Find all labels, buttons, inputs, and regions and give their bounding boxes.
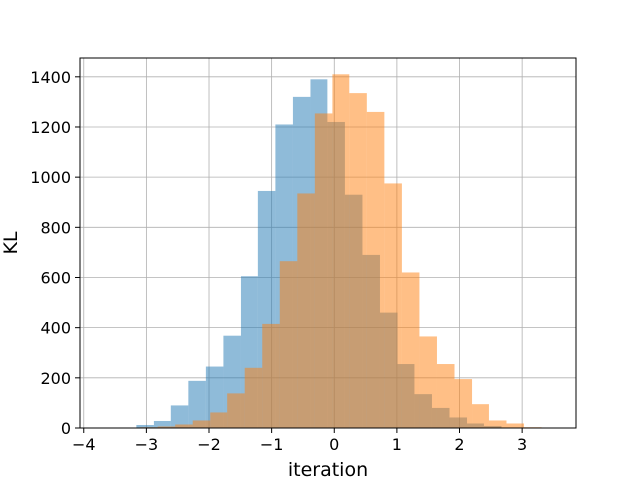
histogram-bar-series-2: [227, 393, 245, 428]
histogram-bar-series-2: [419, 336, 437, 428]
y-tick-label: 1400: [30, 68, 71, 87]
y-tick-label: 600: [40, 268, 71, 287]
histogram-bar-series-2: [436, 364, 455, 428]
histogram-bar-series-2: [157, 426, 176, 428]
y-axis-label: KL: [0, 231, 22, 254]
histogram-bar-series-2: [488, 420, 507, 428]
y-tick-label: 200: [40, 369, 71, 388]
y-tick-label: 1000: [30, 168, 71, 187]
x-tick-label: −3: [135, 435, 159, 454]
histogram-bar-series-2: [192, 420, 211, 428]
histogram-bar-series-2: [297, 193, 315, 428]
x-tick-label: 2: [454, 435, 464, 454]
histogram-bar-series-2: [401, 272, 420, 428]
y-tick-label: 800: [40, 218, 71, 237]
axis-ticks: −4 −3 −2 −1 0 1 2 3 0 200 400 600 800 1000 1200 1400: [30, 68, 527, 454]
histogram-bar-series-1: [153, 420, 171, 428]
plot-frame: [79, 57, 577, 429]
x-tick-label: −4: [72, 435, 96, 454]
x-tick-label: 0: [329, 435, 339, 454]
histogram-bar-series-1: [136, 424, 154, 428]
histogram-bar-series-2: [314, 113, 333, 428]
histogram-bar-series-2: [472, 404, 489, 428]
y-tick-label: 0: [61, 419, 71, 438]
histogram-bar-series-2: [349, 93, 367, 428]
histogram-bar-series-2: [366, 111, 385, 429]
histogram-bar-series-2: [210, 412, 228, 428]
histogram-bar-series-2: [279, 261, 298, 428]
histogram-bar-series-2: [332, 74, 350, 428]
histogram-bar-series-2: [454, 379, 473, 428]
histogram-bar-series-1: [188, 380, 206, 428]
x-tick-label: −2: [197, 435, 221, 454]
x-axis-label: iteration: [288, 459, 368, 480]
x-tick-label: 1: [392, 435, 402, 454]
histogram-bar-series-1: [170, 405, 189, 428]
histogram-bar-series-2: [506, 423, 525, 428]
y-tick-label: 1200: [30, 118, 71, 137]
histogram-bars: [101, 74, 559, 429]
x-tick-label: 3: [517, 435, 527, 454]
histogram-bar-series-2: [175, 424, 193, 428]
histogram-bar-series-2: [262, 323, 280, 428]
histogram-bar-series-2: [384, 183, 402, 428]
y-tick-label: 400: [40, 319, 71, 338]
histogram-bar-series-2: [244, 367, 263, 428]
x-tick-label: −1: [260, 435, 284, 454]
